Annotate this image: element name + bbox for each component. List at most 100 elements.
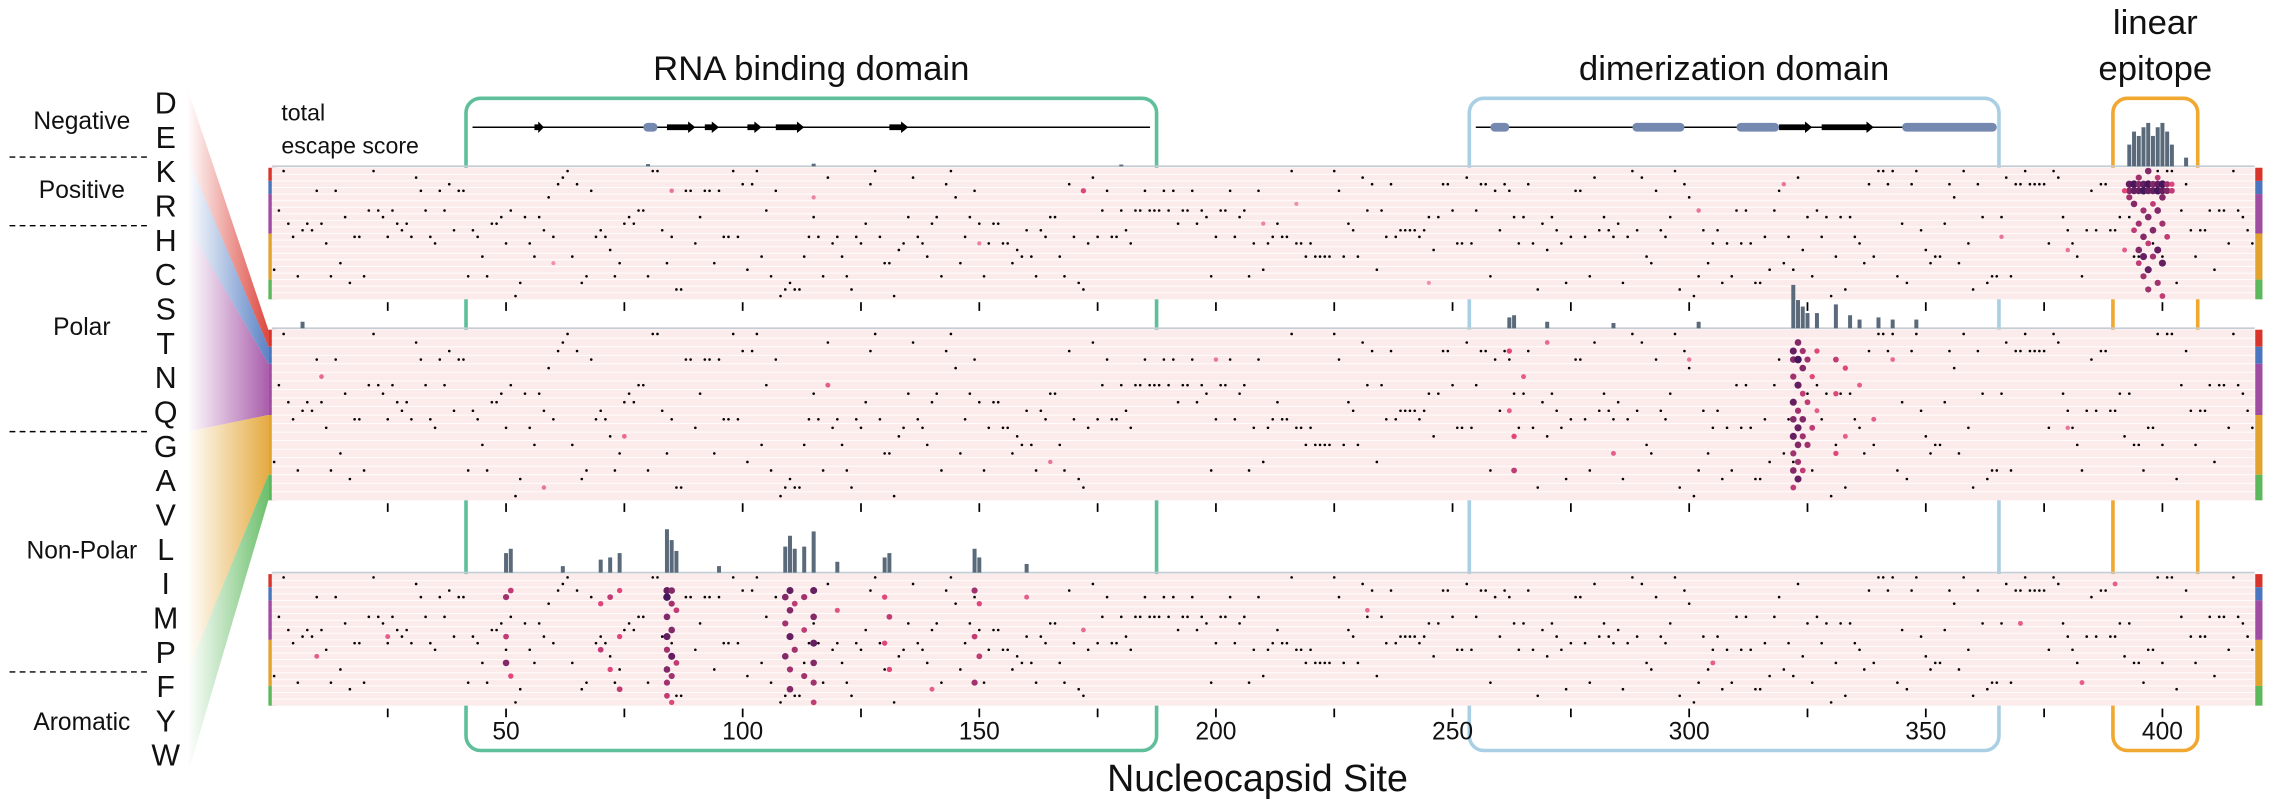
wildtype-dot [372, 169, 375, 173]
escape-cell [2169, 187, 2175, 194]
wildtype-dot [1285, 641, 1289, 645]
wildtype-dot [1072, 235, 1076, 239]
wildtype-dot [1616, 400, 1620, 404]
wildtype-dot [883, 452, 886, 455]
wildtype-dot [608, 248, 612, 252]
wildtype-dot [1479, 349, 1483, 353]
wildtype-dot [873, 332, 877, 336]
wildtype-dot [1015, 655, 1019, 658]
wildtype-dot [272, 268, 276, 272]
wildtype-dot [395, 628, 399, 632]
wildtype-dot [1650, 452, 1653, 455]
escape-bar [2146, 122, 2151, 167]
wildtype-dot [1465, 341, 1469, 344]
escape-cell [929, 686, 935, 692]
wildtype-dot [632, 400, 636, 404]
wildtype-dot [670, 641, 673, 645]
wildtype-dot [1290, 169, 1293, 173]
wildtype-dot [2213, 460, 2216, 464]
wildtype-dot [1915, 169, 1918, 173]
wildtype-dot [2175, 477, 2178, 481]
x-tick-label: 150 [959, 719, 1000, 746]
wildtype-dot [836, 235, 839, 239]
group-strip [2255, 474, 2263, 501]
wildtype-dot [358, 417, 361, 421]
wildtype-dot [1190, 358, 1194, 361]
wildtype-dot [750, 349, 754, 353]
wildtype-dot [1039, 635, 1043, 638]
wildtype-dot [878, 641, 882, 645]
escape-bar [2141, 127, 2146, 167]
escape-cell [607, 594, 614, 600]
wildtype-dot [798, 694, 801, 698]
wildtype-dot [840, 443, 844, 447]
wildtype-dot [391, 209, 394, 212]
wildtype-dot [2241, 392, 2245, 395]
x-tick-label: 350 [1905, 719, 1946, 746]
escape-cell [2139, 253, 2148, 261]
wildtype-dot [1209, 681, 1213, 684]
wildtype-dot [2251, 648, 2254, 652]
domain-title: dimerization domain [1579, 50, 1889, 88]
wildtype-dot [604, 417, 607, 421]
wildtype-dot [987, 242, 991, 245]
strand [534, 121, 544, 134]
wildtype-dot [679, 486, 683, 489]
wildtype-dot [2000, 215, 2003, 219]
wildtype-dot [873, 169, 877, 173]
wildtype-dot [372, 576, 375, 579]
wildtype-dot [1403, 228, 1407, 232]
wildtype-dot [443, 383, 446, 387]
escape-cell [782, 620, 789, 627]
escape-cell [1696, 208, 1701, 213]
wildtype-dot [783, 694, 787, 698]
wildtype-dot [1531, 242, 1535, 245]
wildtype-dot [1148, 615, 1151, 619]
wildtype-dot [1422, 635, 1426, 638]
wildtype-dot [637, 209, 640, 212]
wildtype-dot [571, 661, 574, 665]
wildtype-dot [561, 176, 565, 179]
wildtype-dot [353, 641, 356, 645]
escape-cell [801, 593, 808, 601]
wildtype-dot [514, 294, 517, 298]
wildtype-dot [1351, 635, 1355, 638]
wildtype-dot [466, 275, 470, 278]
wildtype-dot [1668, 622, 1672, 625]
wildtype-dot [727, 235, 730, 239]
wildtype-dot [329, 275, 333, 278]
wildtype-dot [1995, 469, 1999, 472]
wildtype-dot [978, 400, 981, 404]
wildtype-dot [660, 635, 664, 638]
wildtype-dot [1933, 255, 1937, 258]
wildtype-dot [968, 622, 972, 625]
wildtype-dot [2047, 242, 2051, 245]
wildtype-dot [1096, 417, 1099, 421]
escape-cell [2150, 201, 2156, 207]
escape-bar [598, 559, 603, 573]
wildtype-dot [807, 417, 811, 421]
escape-cell [801, 672, 808, 680]
wildtype-dot [1593, 176, 1596, 179]
wildtype-dot [1299, 426, 1303, 430]
wildtype-dot [2236, 615, 2240, 619]
wildtype-dot [694, 648, 697, 652]
wildtype-dot [537, 622, 541, 625]
wildtype-dot [869, 349, 872, 353]
wildtype-dot [1148, 209, 1151, 212]
wildtype-dot [1640, 341, 1644, 344]
wildtype-dot [1976, 182, 1980, 186]
wildtype-dot [1910, 589, 1913, 592]
wildtype-dot [1271, 235, 1275, 239]
wildtype-dot [1413, 635, 1416, 638]
wildtype-dot [1541, 222, 1544, 225]
wildtype-dot [2222, 383, 2226, 387]
wildtype-dot [500, 215, 503, 219]
wildtype-dot [481, 661, 484, 665]
wildtype-dot [703, 189, 707, 193]
wildtype-dot [1564, 687, 1568, 691]
wildtype-dot [1550, 622, 1554, 625]
wildtype-dot [1806, 622, 1809, 625]
wildtype-dot [793, 288, 797, 291]
wildtype-dot [2137, 255, 2141, 258]
